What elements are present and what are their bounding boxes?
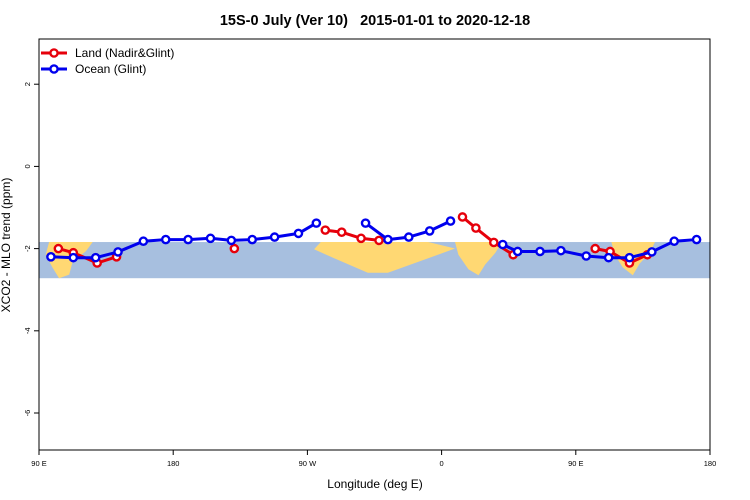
data-point	[360, 218, 371, 228]
land-shape	[455, 242, 502, 276]
data-point	[229, 243, 240, 254]
data-point	[374, 235, 384, 246]
legend-label: Land (Nadir&Glint)	[75, 46, 174, 60]
data-point	[669, 236, 680, 247]
data-point	[647, 247, 657, 257]
data-point	[90, 252, 101, 263]
series-line	[325, 228, 380, 242]
y-tick-label: 0	[23, 164, 32, 168]
y-axis: 2 0 -2 -4 -6	[23, 82, 39, 416]
data-point	[581, 251, 592, 261]
x-tick-label: 180	[167, 459, 180, 468]
data-point	[424, 226, 435, 236]
y-tick-label: -2	[23, 245, 32, 252]
legend: Land (Nadir&Glint) Ocean (Glint)	[41, 46, 174, 76]
x-axis: 90 E 180 90 W 0 90 E 180	[31, 450, 716, 468]
chart-title: 15S-0 July (Ver 10) 2015-01-01 to 2020-1…	[220, 13, 530, 29]
series-line	[502, 238, 697, 260]
data-point	[138, 236, 149, 247]
y-tick-label: 2	[23, 82, 32, 86]
data-point	[293, 228, 304, 239]
data-point	[556, 245, 566, 256]
data-point	[226, 235, 237, 246]
data-point	[590, 243, 600, 254]
data-point	[269, 232, 280, 242]
plot-frame	[38, 38, 711, 451]
legend-marker	[49, 48, 59, 58]
data-point	[46, 252, 56, 262]
y-tick-label: -4	[23, 327, 32, 334]
data-point	[336, 227, 347, 237]
data-point	[535, 246, 545, 257]
data-point	[403, 232, 414, 242]
series-layer	[46, 212, 702, 268]
data-point	[471, 223, 481, 233]
data-point	[624, 252, 635, 263]
data-point	[603, 252, 614, 263]
x-tick-label: 180	[704, 459, 717, 468]
data-point	[183, 234, 193, 245]
x-tick-label: 90 E	[568, 459, 583, 468]
data-point	[320, 225, 331, 235]
data-point	[488, 237, 499, 248]
x-tick-label: 0	[440, 459, 444, 468]
data-point	[497, 239, 508, 250]
legend-marker	[49, 64, 59, 74]
data-point	[53, 243, 64, 254]
data-point	[311, 218, 322, 228]
data-point	[160, 234, 171, 245]
data-point	[205, 233, 216, 244]
x-tick-label: 90 E	[31, 459, 46, 468]
data-point	[457, 212, 468, 222]
data-point	[691, 234, 702, 245]
series-ocean	[46, 216, 702, 263]
legend-label: Ocean (Glint)	[75, 62, 146, 76]
data-point	[512, 246, 523, 257]
data-point	[113, 247, 123, 257]
x-tick-label: 90 W	[299, 459, 317, 468]
y-axis-label: XCO2 - MLO trend (ppm)	[0, 178, 13, 313]
data-point	[445, 216, 456, 226]
y-tick-label: -6	[23, 410, 32, 417]
x-axis-label: Longitude (deg E)	[327, 477, 422, 491]
data-point	[356, 233, 366, 244]
data-point	[383, 234, 393, 245]
data-point	[68, 252, 79, 263]
data-point	[247, 234, 258, 245]
land-shape	[314, 242, 455, 273]
